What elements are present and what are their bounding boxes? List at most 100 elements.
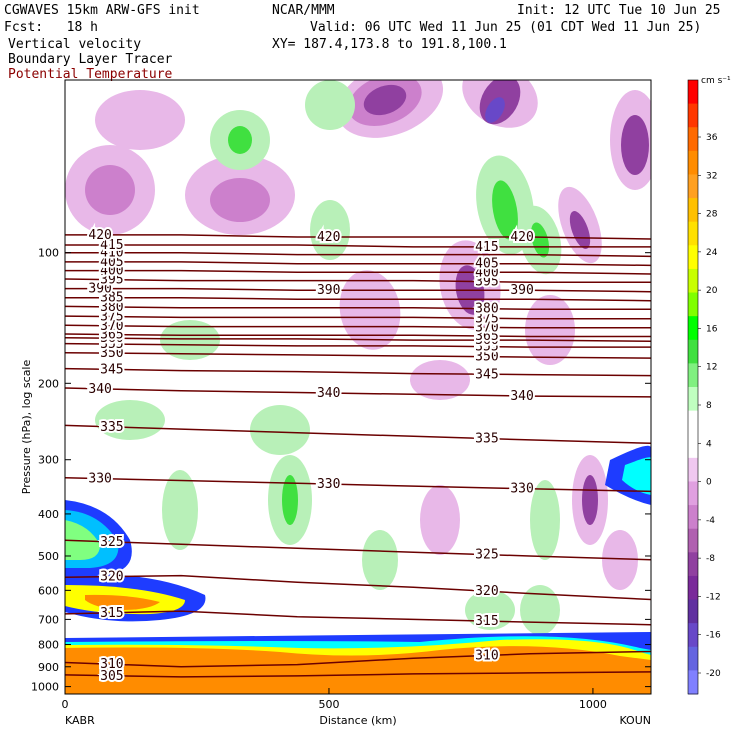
- colorbar-units: cm s⁻¹: [701, 76, 731, 86]
- organization: NCAR/MMM: [272, 3, 335, 18]
- colorbar-swatch: [688, 221, 698, 246]
- theta-contour-350: [65, 351, 651, 359]
- colorbar-frame: [687, 79, 699, 695]
- velocity-blob: [95, 400, 165, 440]
- theta-label: 330: [317, 477, 340, 492]
- velocity-blob: [530, 480, 560, 560]
- colorbar-label: 20: [706, 286, 718, 296]
- field-label-potential-temperature: Potential Temperature: [8, 67, 173, 82]
- theta-contour-390: [65, 287, 651, 293]
- theta-label: 315: [475, 614, 498, 629]
- theta-label: 305: [100, 669, 123, 684]
- init-time: Init: 12 UTC Tue 10 Jun 25: [517, 3, 721, 18]
- theta-contour-410: [65, 251, 651, 258]
- theta-label: 340: [88, 382, 111, 397]
- theta-contour-415: [65, 244, 651, 248]
- colorbar-swatch: [688, 80, 698, 105]
- y-tick-label: 400: [38, 508, 59, 521]
- y-tick-label: 900: [38, 661, 59, 674]
- velocity-blob: [602, 530, 638, 590]
- colorbar-label: -12: [706, 592, 721, 602]
- colorbar-swatch: [688, 552, 698, 577]
- theta-contour-385: [65, 296, 651, 302]
- colorbar-label: 24: [706, 248, 718, 258]
- y-tick-label: 300: [38, 454, 59, 467]
- theta-label: 315: [100, 606, 123, 621]
- colorbar-swatch: [688, 434, 698, 459]
- colorbar-swatch: [688, 339, 698, 364]
- colorbar-label: 36: [706, 133, 718, 143]
- theta-label: 320: [100, 570, 123, 585]
- colorbar-swatch: [688, 174, 698, 199]
- colorbar-swatch: [688, 599, 698, 624]
- theta-contour-395: [65, 278, 651, 284]
- colorbar-swatch: [688, 575, 698, 601]
- colorbar-label: 12: [706, 363, 717, 373]
- colorbar-swatch: [688, 316, 698, 341]
- theta-contour-375: [65, 315, 651, 320]
- theta-contour-305: [65, 671, 651, 678]
- velocity-blob: [530, 222, 550, 258]
- colorbar-swatch: [688, 103, 698, 128]
- velocity-blob: [339, 270, 401, 350]
- velocity-blob: [525, 295, 575, 365]
- velocity-blob: [582, 475, 598, 525]
- theta-contour-325: [65, 539, 651, 561]
- theta-label: 325: [100, 535, 123, 550]
- colorbar-label: 32: [706, 171, 717, 181]
- velocity-blob: [362, 530, 398, 590]
- colorbar-label: -4: [706, 516, 715, 526]
- theta-label: 350: [475, 350, 498, 365]
- theta-contour-340: [65, 387, 651, 398]
- theta-label: 420: [510, 230, 533, 245]
- theta-label: 395: [100, 273, 123, 288]
- theta-label: 420: [317, 230, 340, 245]
- left-endpoint-label: KABR: [65, 714, 95, 727]
- field-label-vertical-velocity: Vertical velocity: [8, 37, 142, 52]
- velocity-blob: [465, 590, 515, 630]
- theta-label: 405: [100, 255, 123, 270]
- theta-label: 385: [100, 291, 123, 306]
- velocity-blob: [363, 84, 407, 116]
- velocity-blob: [420, 485, 460, 555]
- colorbar-swatch: [688, 646, 698, 671]
- theta-label: 375: [475, 311, 498, 326]
- model-title: CGWAVES 15km ARW-GFS init: [4, 3, 200, 18]
- theta-contour-345: [65, 367, 651, 377]
- theta-contour-335: [65, 424, 651, 445]
- theta-label: 335: [475, 432, 498, 447]
- tracer-surface-layer: [65, 682, 651, 694]
- velocity-blob: [85, 165, 135, 215]
- theta-label: 420: [88, 228, 111, 243]
- theta-contour-405: [65, 261, 651, 267]
- theta-contour-420: [65, 234, 651, 240]
- theta-label: 405: [475, 257, 498, 272]
- x-tick-label: 500: [318, 698, 339, 711]
- y-tick-label: 200: [38, 377, 59, 390]
- x-axis-label: Distance (km): [319, 714, 396, 727]
- velocity-blob: [160, 320, 220, 360]
- tracer-region-right-inner: [622, 457, 651, 495]
- y-tick-label: 1000: [31, 681, 59, 694]
- theta-contour-370: [65, 324, 651, 329]
- theta-label: 355: [100, 337, 123, 352]
- theta-label: 390: [317, 283, 340, 298]
- theta-label: 415: [100, 238, 123, 253]
- velocity-blob: [492, 180, 518, 240]
- theta-contour-365: [65, 333, 651, 338]
- theta-label: 375: [100, 310, 123, 325]
- theta-label: 365: [100, 328, 123, 343]
- theta-contour-320: [65, 574, 651, 601]
- theta-label: 310: [100, 657, 123, 672]
- colorbar: cm s⁻¹ 36 32 28 24 20 16 12 8 4 0 -4 -8 -12 -16 -20: [687, 76, 731, 695]
- colorbar-swatch: [688, 410, 698, 435]
- theta-label: 415: [475, 240, 498, 255]
- colorbar-swatch: [688, 457, 698, 482]
- theta-label: 365: [475, 329, 498, 344]
- theta-label: 350: [100, 346, 123, 361]
- velocity-blob: [410, 360, 470, 400]
- colorbar-swatch: [688, 150, 698, 175]
